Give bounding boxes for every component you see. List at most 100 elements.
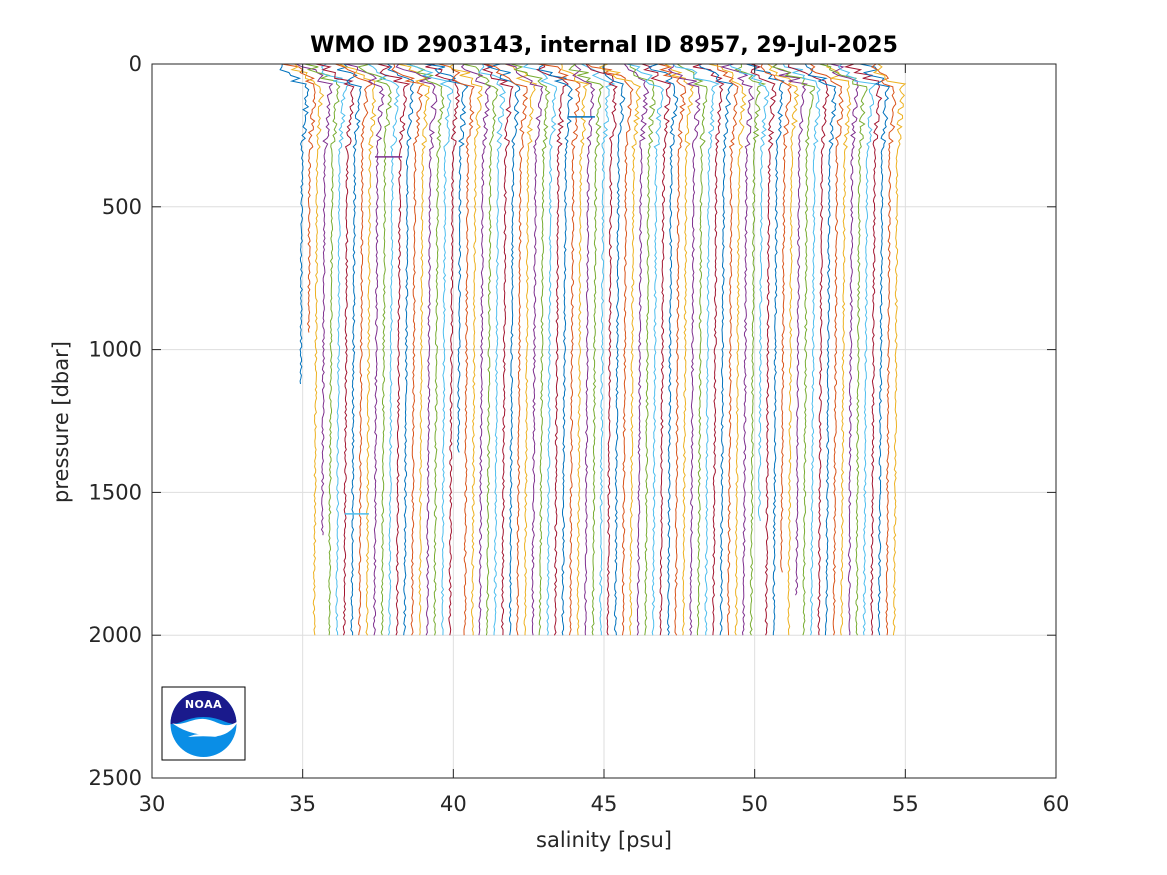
x-tick-label: 60 (1043, 792, 1070, 816)
profile-line (391, 63, 425, 636)
profile-line (448, 63, 483, 636)
profile-line (672, 63, 720, 636)
profile-line (641, 63, 671, 636)
y-tick-label: 500 (102, 195, 142, 219)
profile-line (734, 63, 767, 636)
profile-line (486, 63, 521, 636)
profile-line (377, 63, 411, 636)
profile-line (505, 63, 544, 636)
x-tick-label: 50 (741, 792, 768, 816)
profile-line (708, 63, 747, 636)
profile-line (746, 63, 785, 636)
profile-line (719, 63, 755, 636)
ticks (151, 63, 1057, 779)
noaa-logo: NOAA (161, 686, 246, 761)
y-tick-label: 2000 (89, 623, 142, 647)
profile-line (335, 63, 374, 636)
profile-line (809, 63, 844, 636)
profiles (279, 63, 907, 636)
profile-line (676, 63, 708, 636)
profile-line (804, 63, 837, 636)
profile-line (782, 63, 821, 636)
profile-line (304, 63, 341, 636)
profile-line (320, 63, 351, 636)
x-axis-label: salinity [psu] (536, 828, 672, 852)
y-tick-label: 0 (129, 52, 142, 76)
profile-line (648, 63, 679, 636)
x-tick-label: 45 (591, 792, 618, 816)
profile-line (870, 63, 897, 636)
profile-line (290, 63, 325, 636)
profile-line (344, 63, 385, 636)
profile-line (667, 63, 701, 636)
profile-line (367, 63, 400, 636)
logo-gull (188, 734, 218, 737)
profile-line (859, 63, 891, 636)
x-tick-labels: 30 35 40 45 50 55 60 (139, 792, 1070, 816)
logo-text: NOAA (185, 698, 222, 711)
profile-line (295, 63, 334, 536)
profile-line (629, 63, 656, 636)
profile-line (698, 63, 735, 636)
profile-line (406, 63, 445, 636)
profile-line (750, 63, 777, 636)
profile-line (395, 63, 438, 636)
chart-title: WMO ID 2903143, internal ID 8957, 29-Jul… (310, 33, 898, 58)
profile-line (837, 63, 877, 636)
profile-line (626, 63, 665, 636)
profile-line (535, 63, 569, 636)
profile-line (357, 63, 392, 636)
profile-line (538, 63, 574, 636)
profile-line (602, 63, 626, 636)
logo-top-navy (170, 691, 237, 725)
profile-line (561, 63, 591, 636)
profile-line (572, 63, 596, 636)
profile-line (478, 63, 506, 636)
profile-line (787, 63, 830, 636)
profile-line (537, 63, 581, 636)
profile-line (657, 63, 687, 636)
x-tick-label: 35 (289, 792, 316, 816)
profile-line (522, 63, 558, 636)
profile-line (397, 63, 431, 636)
profile-line (510, 63, 551, 636)
profile-line (504, 63, 538, 636)
y-tick-label: 1000 (89, 338, 142, 362)
profile-line (484, 63, 529, 636)
y-tick-label: 1500 (89, 480, 142, 504)
profile-line (692, 63, 725, 636)
logo-white-wave (172, 718, 238, 737)
profile-line (716, 63, 739, 636)
profile-line (424, 63, 469, 453)
profile-line (728, 63, 770, 522)
x-tick-label: 40 (440, 792, 467, 816)
y-tick-labels: 0 500 1000 1500 2000 2500 (89, 52, 142, 790)
profile-line (581, 63, 616, 636)
profile-line (405, 63, 454, 636)
profile-line (623, 63, 650, 636)
profile-line (767, 63, 800, 636)
profile-line (771, 63, 815, 636)
profile-line (843, 63, 883, 636)
x-tick-label: 55 (892, 792, 919, 816)
profile-line (830, 63, 859, 636)
profile-line (585, 63, 618, 636)
profile-line (568, 63, 604, 636)
profile-line (826, 63, 852, 636)
profile-line (819, 63, 868, 636)
y-tick-label: 2500 (89, 766, 142, 790)
profile-line (760, 63, 792, 573)
profile-line (460, 63, 492, 636)
profile-line (425, 63, 461, 636)
profile-line (279, 63, 310, 384)
y-axis-label: pressure [dbar] (49, 341, 73, 503)
x-tick-label: 30 (139, 792, 166, 816)
profile-line (281, 63, 317, 333)
profile-line (438, 63, 475, 636)
profile-line (664, 63, 694, 636)
profile-line (315, 63, 355, 636)
profile-line (481, 63, 514, 636)
profile-line (586, 63, 634, 636)
profile-line (462, 63, 499, 636)
